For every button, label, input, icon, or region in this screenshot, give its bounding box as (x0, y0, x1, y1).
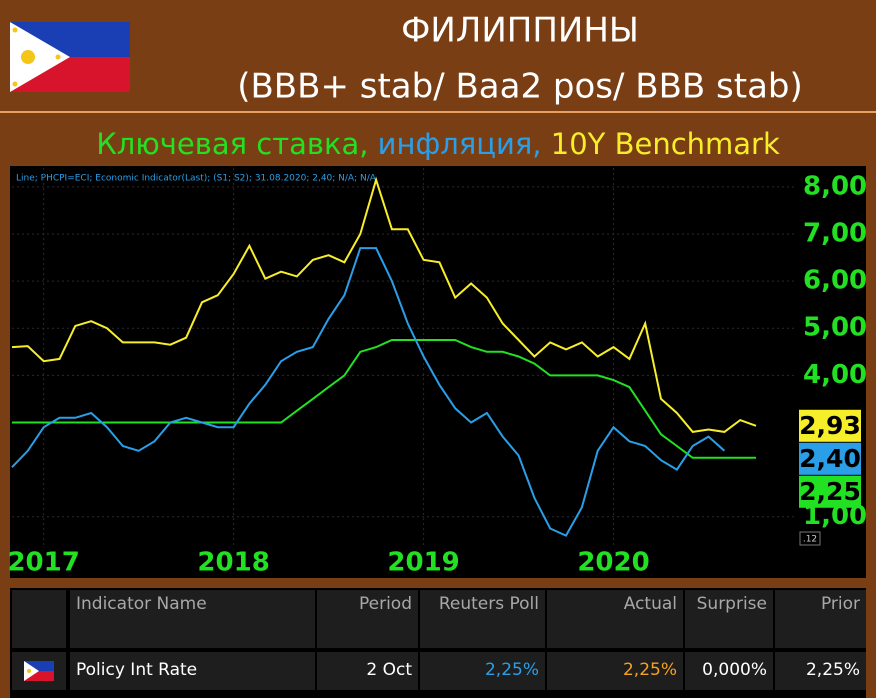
indicator-note: Line; PHCPI=ECI; Economic Indicator(Last… (16, 174, 377, 184)
table-cell: Policy Int Rate (70, 652, 315, 690)
y-tick-label: 7,00 (803, 218, 867, 248)
y-tick-label: 6,00 (803, 266, 867, 296)
table-cell: 2 Oct (317, 652, 418, 690)
value-label-box (799, 409, 861, 442)
y-tick-label: 4,00 (803, 360, 867, 390)
y-tick-label: 5,00 (803, 313, 867, 343)
y-tick-label: 8,00 (803, 171, 867, 201)
x-tick-label: 2018 (197, 548, 269, 578)
table-cell: 0,000% (685, 652, 773, 690)
flag-icon (24, 661, 54, 681)
table-header-cell: Reuters Poll (420, 590, 545, 648)
series-line (12, 339, 756, 459)
table-cell: 2,25% (547, 652, 683, 690)
value-label: 2,93 (799, 411, 861, 440)
title: ФИЛИППИНЫ (401, 11, 639, 51)
table-header-cell: Prior (775, 590, 866, 648)
flag (10, 22, 130, 92)
plot-background (10, 166, 866, 578)
table-cell: 2,25% (420, 652, 545, 690)
x-tick-label: 2017 (7, 548, 79, 578)
value-label: 2,25 (799, 477, 861, 506)
table-header-cell (12, 590, 66, 648)
legend-entry: 10Y Benchmark (542, 127, 780, 161)
legend-entry: Ключевая ставка, (96, 127, 368, 161)
series-line (11, 247, 726, 537)
x-tick-label: 2020 (577, 548, 649, 578)
series-line (11, 176, 757, 433)
table-header-cell: Period (317, 590, 418, 648)
value-label-box (799, 475, 861, 508)
table-header-cell: Actual (547, 590, 683, 648)
table-header-cell: Surprise (685, 590, 773, 648)
info-text: .12 (803, 535, 817, 545)
x-tick-label: 2019 (387, 548, 459, 578)
info-box (799, 531, 821, 546)
table-header-cell: Indicator Name (70, 590, 315, 648)
table-cell: 2,25% (775, 652, 866, 690)
legend: Ключевая ставка, инфляция, 10Y Benchmark (96, 127, 780, 161)
chart: ФИЛИППИНЫ (BBB+ stab/ Baa2 pos/ BBB stab… (0, 0, 876, 578)
subtitle: (BBB+ stab/ Baa2 pos/ BBB stab) (237, 67, 803, 107)
flag-cell (12, 652, 66, 690)
value-label-box (799, 442, 861, 475)
legend-entry: инфляция, (368, 127, 541, 161)
value-label: 2,40 (799, 444, 861, 473)
header-band (0, 0, 876, 110)
